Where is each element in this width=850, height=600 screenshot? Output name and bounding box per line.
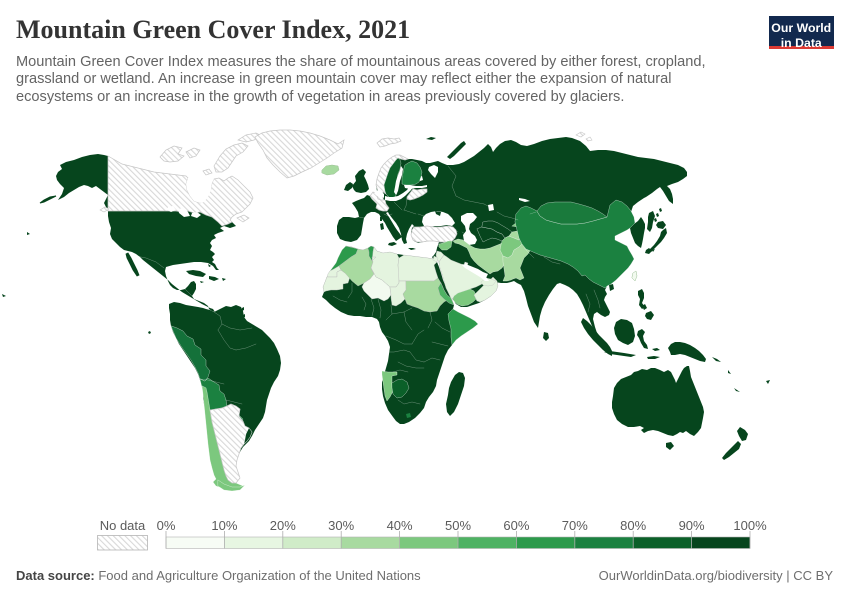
svg-text:10%: 10% [211,518,237,533]
svg-text:60%: 60% [503,518,529,533]
svg-text:50%: 50% [445,518,471,533]
svg-text:No data: No data [100,518,146,533]
svg-text:20%: 20% [270,518,296,533]
svg-text:30%: 30% [328,518,354,533]
svg-text:90%: 90% [679,518,705,533]
svg-text:40%: 40% [387,518,413,533]
svg-text:100%: 100% [733,518,767,533]
svg-text:70%: 70% [562,518,588,533]
svg-text:0%: 0% [157,518,176,533]
svg-text:80%: 80% [620,518,646,533]
